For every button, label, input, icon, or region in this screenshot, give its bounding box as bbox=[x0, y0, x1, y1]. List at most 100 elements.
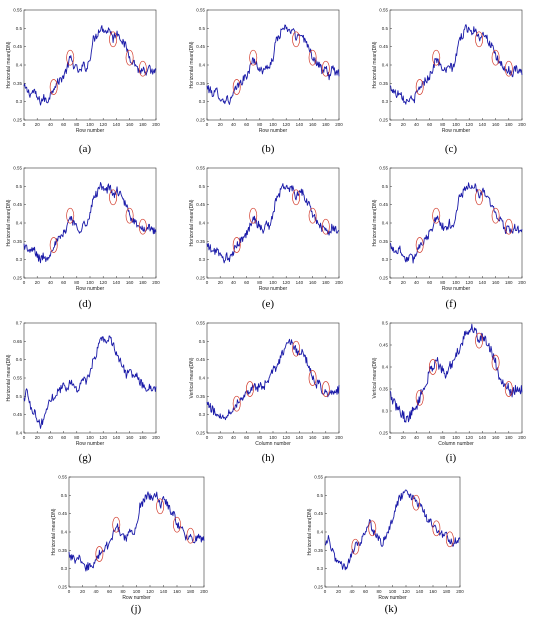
plot-frame bbox=[206, 167, 340, 279]
series-line bbox=[23, 335, 157, 429]
highlight-ellipse bbox=[321, 60, 330, 77]
x-tick-label: 180 bbox=[322, 122, 330, 127]
highlight-ellipse bbox=[351, 538, 360, 555]
y-tick-label: 0.35 bbox=[58, 548, 67, 553]
x-tick-label: 20 bbox=[35, 435, 41, 440]
x-tick-label: 20 bbox=[401, 435, 407, 440]
x-tick-label: 60 bbox=[427, 280, 433, 285]
x-tick-label: 160 bbox=[492, 280, 500, 285]
highlight-ellipse bbox=[432, 207, 441, 224]
x-tick-label: 120 bbox=[402, 589, 410, 594]
y-axis-label: Horizontal mean(DN) bbox=[307, 508, 313, 555]
x-tick-label: 120 bbox=[99, 122, 107, 127]
x-tick-label: 60 bbox=[427, 122, 433, 127]
x-tick-label: 20 bbox=[218, 122, 224, 127]
x-tick-label: 140 bbox=[113, 435, 121, 440]
x-tick-label: 180 bbox=[139, 122, 147, 127]
x-axis-label: Row number bbox=[76, 286, 105, 292]
plot-frame bbox=[389, 167, 523, 279]
panel-label-c: (c) bbox=[445, 143, 458, 155]
y-tick-label: 0.5 bbox=[16, 26, 23, 31]
y-axis-label: Horizontal mean(DN) bbox=[6, 199, 12, 246]
chart-panel-k: 0 20 40 60 80 100 120 140 160 180 200 0.25 0.3 0.35 0.… bbox=[307, 475, 464, 616]
y-tick-label: 0.45 bbox=[13, 202, 22, 207]
x-tick-label: 100 bbox=[452, 122, 460, 127]
x-axis-label: Row number bbox=[76, 441, 105, 447]
x-tick-label: 80 bbox=[440, 280, 446, 285]
x-tick-label: 120 bbox=[282, 280, 290, 285]
x-tick-label: 160 bbox=[126, 435, 134, 440]
x-tick-label: 40 bbox=[48, 280, 54, 285]
highlight-ellipse bbox=[308, 49, 317, 66]
x-tick-label: 120 bbox=[99, 435, 107, 440]
x-axis-label: Row number bbox=[442, 128, 471, 134]
x-tick-label: 60 bbox=[244, 122, 250, 127]
chart-panel-j: 0 20 40 60 80 100 120 140 160 180 200 0.25 0.3 0.35 0.… bbox=[51, 475, 208, 616]
x-tick-label: 180 bbox=[187, 589, 195, 594]
panel-label-i: (i) bbox=[446, 452, 457, 464]
x-tick-label: 20 bbox=[336, 589, 342, 594]
y-tick-label: 0.35 bbox=[13, 81, 22, 86]
x-tick-label: 0 bbox=[324, 589, 327, 594]
panel-label-e: (e) bbox=[262, 298, 275, 310]
chart-panel-e: 0 20 40 60 80 100 120 140 160 180 200 0.25 0.3 0.35 0.… bbox=[189, 166, 343, 311]
x-tick-label: 120 bbox=[146, 589, 154, 594]
y-axis-label: Vertical mean(DN) bbox=[372, 357, 378, 398]
y-tick-label: 0.3 bbox=[199, 99, 206, 104]
y-tick-label: 0.45 bbox=[196, 357, 205, 362]
x-tick-label: 100 bbox=[452, 435, 460, 440]
highlight-ellipse bbox=[308, 370, 317, 386]
x-tick-label: 20 bbox=[401, 122, 407, 127]
y-tick-label: 0.4 bbox=[382, 63, 389, 68]
series-line bbox=[206, 183, 340, 264]
y-tick-label: 0.35 bbox=[13, 239, 22, 244]
x-tick-label: 200 bbox=[152, 280, 160, 285]
highlight-ellipse bbox=[504, 381, 513, 397]
y-axis-label: Horizontal mean(DN) bbox=[51, 508, 57, 555]
x-tick-label: 40 bbox=[231, 122, 237, 127]
highlight-ellipse bbox=[491, 354, 500, 371]
y-tick-label: 0.3 bbox=[317, 566, 324, 571]
x-tick-label: 0 bbox=[206, 280, 209, 285]
x-tick-label: 60 bbox=[107, 589, 113, 594]
y-tick-label: 0.25 bbox=[379, 431, 388, 436]
x-tick-label: 0 bbox=[389, 280, 392, 285]
x-tick-label: 80 bbox=[257, 435, 263, 440]
x-tick-label: 0 bbox=[389, 435, 392, 440]
x-tick-label: 0 bbox=[23, 435, 26, 440]
y-tick-label: 0.25 bbox=[379, 118, 388, 123]
x-axis-label: Row number bbox=[442, 286, 471, 292]
y-tick-label: 0.4 bbox=[199, 221, 206, 226]
y-tick-label: 0.55 bbox=[13, 8, 22, 13]
x-tick-label: 60 bbox=[363, 589, 369, 594]
x-tick-label: 160 bbox=[126, 280, 134, 285]
highlight-ellipse bbox=[475, 332, 484, 349]
y-tick-label: 0.5 bbox=[317, 493, 324, 498]
x-tick-label: 0 bbox=[206, 435, 209, 440]
panel-label-d: (d) bbox=[79, 298, 92, 310]
x-axis-label: Row number bbox=[76, 128, 105, 134]
x-axis-label: Column number bbox=[438, 441, 474, 447]
y-tick-label: 0.55 bbox=[379, 166, 388, 171]
chart-panel-f: 0 20 40 60 80 100 120 140 160 180 200 0.25 0.3 0.35 0.… bbox=[372, 166, 526, 311]
series-line bbox=[324, 489, 461, 571]
x-tick-label: 180 bbox=[322, 435, 330, 440]
y-axis-label: Horizontal mean(DN) bbox=[6, 41, 12, 88]
x-tick-label: 200 bbox=[518, 280, 526, 285]
y-tick-label: 0.35 bbox=[196, 81, 205, 86]
x-tick-label: 180 bbox=[505, 122, 513, 127]
y-tick-label: 0.4 bbox=[16, 63, 23, 68]
x-tick-label: 100 bbox=[269, 435, 277, 440]
highlight-ellipse bbox=[321, 381, 330, 397]
x-tick-label: 80 bbox=[257, 280, 263, 285]
highlight-ellipse bbox=[475, 189, 484, 206]
highlight-ellipse bbox=[232, 395, 241, 412]
x-tick-label: 100 bbox=[86, 122, 94, 127]
x-tick-label: 120 bbox=[99, 280, 107, 285]
x-tick-label: 140 bbox=[479, 435, 487, 440]
y-tick-label: 0.25 bbox=[13, 118, 22, 123]
highlight-ellipse bbox=[321, 218, 330, 235]
highlight-ellipse bbox=[232, 237, 241, 253]
series-line bbox=[68, 491, 205, 572]
y-tick-label: 0.3 bbox=[61, 566, 68, 571]
